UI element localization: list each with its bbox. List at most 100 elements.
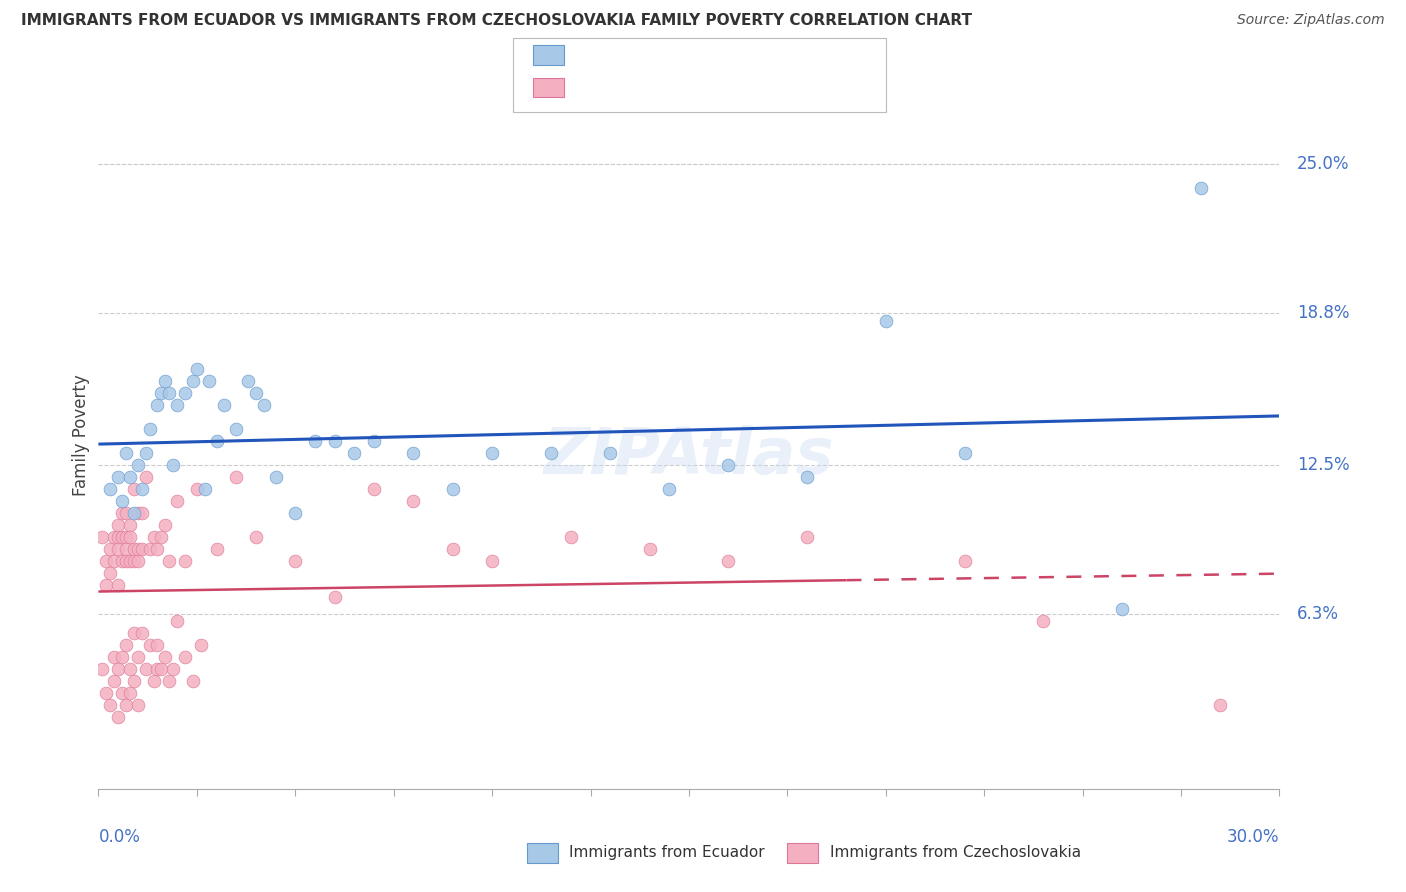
Point xyxy=(441,542,464,557)
Point xyxy=(953,446,976,460)
Point xyxy=(107,530,129,544)
Point xyxy=(127,698,149,713)
Point xyxy=(138,422,160,436)
Point xyxy=(122,626,145,640)
Point xyxy=(98,542,121,557)
Text: 18.8%: 18.8% xyxy=(1298,304,1350,322)
Text: 25.0%: 25.0% xyxy=(1298,155,1350,173)
Point xyxy=(245,530,267,544)
Point xyxy=(127,554,149,568)
Point xyxy=(441,482,464,496)
Point xyxy=(138,638,160,652)
Point xyxy=(103,674,125,689)
Point xyxy=(107,518,129,533)
Point xyxy=(142,674,165,689)
Point xyxy=(638,542,661,557)
Text: Source: ZipAtlas.com: Source: ZipAtlas.com xyxy=(1237,13,1385,28)
Point xyxy=(166,494,188,508)
Point xyxy=(162,662,184,676)
Point xyxy=(135,662,157,676)
Point xyxy=(127,542,149,557)
Text: Immigrants from Czechoslovakia: Immigrants from Czechoslovakia xyxy=(830,846,1081,860)
Point xyxy=(343,446,366,460)
Point xyxy=(717,458,740,472)
Point xyxy=(205,434,228,448)
Point xyxy=(111,530,134,544)
Point xyxy=(103,554,125,568)
Point xyxy=(118,518,141,533)
Point xyxy=(304,434,326,448)
Point xyxy=(284,554,307,568)
Point xyxy=(181,674,204,689)
Point xyxy=(98,482,121,496)
Point xyxy=(245,385,267,400)
Text: ZIPAtlas: ZIPAtlas xyxy=(544,425,834,487)
Point xyxy=(214,398,236,412)
Point xyxy=(115,542,138,557)
Point xyxy=(96,686,118,700)
Point xyxy=(284,506,307,520)
Point xyxy=(155,374,177,388)
Point xyxy=(560,530,582,544)
Point xyxy=(131,626,153,640)
Point xyxy=(1032,614,1054,628)
Point xyxy=(197,374,219,388)
Point xyxy=(98,566,121,580)
Point xyxy=(150,385,173,400)
Point xyxy=(127,458,149,472)
Point xyxy=(103,650,125,665)
Point xyxy=(107,470,129,484)
Point xyxy=(146,398,169,412)
Point xyxy=(131,482,153,496)
Point xyxy=(122,482,145,496)
Point xyxy=(115,506,138,520)
Point xyxy=(174,554,197,568)
Point xyxy=(107,662,129,676)
Point xyxy=(127,506,149,520)
Point xyxy=(599,446,621,460)
Point xyxy=(142,530,165,544)
Point xyxy=(115,530,138,544)
Point xyxy=(115,554,138,568)
Point xyxy=(122,554,145,568)
Point xyxy=(107,542,129,557)
Point xyxy=(138,542,160,557)
Point xyxy=(253,398,276,412)
Point xyxy=(658,482,681,496)
Point xyxy=(264,470,287,484)
Point xyxy=(1189,181,1212,195)
Point xyxy=(323,434,346,448)
Point xyxy=(225,470,247,484)
Text: Immigrants from Ecuador: Immigrants from Ecuador xyxy=(569,846,765,860)
Point xyxy=(146,638,169,652)
Point xyxy=(103,530,125,544)
Point xyxy=(236,374,259,388)
Point xyxy=(107,710,129,724)
Point xyxy=(111,554,134,568)
Point xyxy=(205,542,228,557)
Point xyxy=(796,470,818,484)
Text: 12.5%: 12.5% xyxy=(1298,456,1350,474)
Point xyxy=(181,374,204,388)
Point xyxy=(796,530,818,544)
Point xyxy=(91,662,114,676)
Point xyxy=(166,398,188,412)
Point xyxy=(96,578,118,592)
Point xyxy=(111,686,134,700)
Point xyxy=(363,482,385,496)
Point xyxy=(155,518,177,533)
Point xyxy=(150,662,173,676)
Text: 6.3%: 6.3% xyxy=(1298,605,1339,623)
Point xyxy=(115,446,138,460)
Point xyxy=(174,385,197,400)
Point xyxy=(118,686,141,700)
Point xyxy=(131,542,153,557)
Point xyxy=(135,446,157,460)
Point xyxy=(174,650,197,665)
Point xyxy=(150,530,173,544)
Point xyxy=(1111,602,1133,616)
Point xyxy=(157,674,180,689)
Point xyxy=(122,542,145,557)
Point xyxy=(118,554,141,568)
Point xyxy=(186,482,208,496)
